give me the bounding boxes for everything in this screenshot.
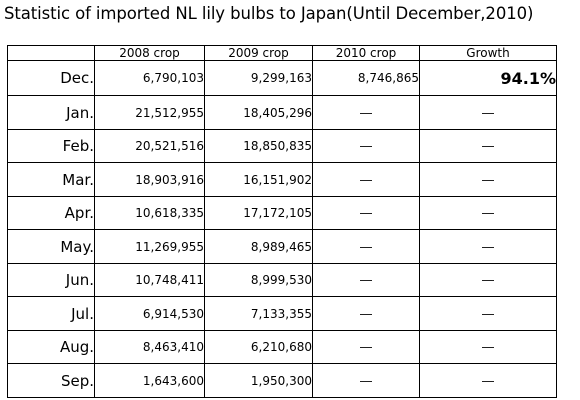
table-row: Apr. 10,618,335 17,172,105 ― ― [7, 195, 557, 231]
table-row: Aug. 8,463,410 6,210,680 ― ― [7, 329, 557, 365]
growth-cell: ― [419, 162, 557, 197]
month-cell: Jun. [7, 262, 95, 298]
value-cell-2009: 17,172,105 [204, 195, 313, 231]
value-cell-2009: 8,989,465 [204, 229, 313, 264]
value-cell-2010: ― [312, 195, 420, 231]
growth-cell: ― [419, 363, 557, 398]
value-cell-2010: ― [312, 329, 420, 365]
value-cell-2009: 1,950,300 [204, 363, 313, 398]
value-cell-2008: 20,521,516 [94, 128, 205, 164]
month-cell: Jul. [7, 296, 95, 331]
value-cell-2009: 18,405,296 [204, 95, 313, 130]
table-row: Feb. 20,521,516 18,850,835 ― ― [7, 128, 557, 164]
value-cell-2008: 11,269,955 [94, 229, 205, 264]
value-cell-2008: 1,643,600 [94, 363, 205, 398]
month-cell: Aug. [7, 329, 95, 365]
month-cell: Mar. [7, 162, 95, 197]
value-cell-2008: 6,790,103 [94, 59, 205, 97]
value-cell-2008: 8,463,410 [94, 329, 205, 365]
growth-cell: ― [419, 95, 557, 130]
growth-cell: 94.1% [419, 59, 557, 97]
table-row: Jun. 10,748,411 8,999,530 ― ― [7, 262, 557, 298]
value-cell-2010: 8,746,865 [312, 59, 420, 97]
header-cell-2009: 2009 crop [204, 45, 313, 61]
growth-cell: ― [419, 262, 557, 298]
value-cell-2008: 6,914,530 [94, 296, 205, 331]
value-cell-2009: 8,999,530 [204, 262, 313, 298]
value-cell-2009: 6,210,680 [204, 329, 313, 365]
table-row: Jul. 6,914,530 7,133,355 ― ― [7, 296, 557, 331]
page-title: Statistic of imported NL lily bulbs to J… [4, 4, 534, 23]
header-cell-2010: 2010 crop [312, 45, 420, 61]
growth-cell: ― [419, 229, 557, 264]
table-header-row: 2008 crop 2009 crop 2010 crop Growth [7, 45, 557, 61]
growth-cell: ― [419, 195, 557, 231]
value-cell-2010: ― [312, 363, 420, 398]
table-row: Sep. 1,643,600 1,950,300 ― ― [7, 363, 557, 398]
value-cell-2010: ― [312, 296, 420, 331]
month-cell: May. [7, 229, 95, 264]
value-cell-2008: 21,512,955 [94, 95, 205, 130]
import-statistics-table: 2008 crop 2009 crop 2010 crop Growth Dec… [7, 45, 557, 398]
growth-cell: ― [419, 128, 557, 164]
value-cell-2010: ― [312, 128, 420, 164]
value-cell-2010: ― [312, 262, 420, 298]
growth-cell: ― [419, 296, 557, 331]
value-cell-2009: 9,299,163 [204, 59, 313, 97]
value-cell-2010: ― [312, 162, 420, 197]
table-row: Jan. 21,512,955 18,405,296 ― ― [7, 95, 557, 130]
header-cell-growth: Growth [419, 45, 557, 61]
month-cell: Apr. [7, 195, 95, 231]
value-cell-2010: ― [312, 229, 420, 264]
header-cell-month [7, 45, 95, 61]
month-cell: Dec. [7, 59, 95, 97]
value-cell-2009: 7,133,355 [204, 296, 313, 331]
value-cell-2008: 18,903,916 [94, 162, 205, 197]
growth-cell: ― [419, 329, 557, 365]
month-cell: Feb. [7, 128, 95, 164]
table-body: Dec. 6,790,103 9,299,163 8,746,865 94.1% Jan.… [7, 59, 557, 398]
month-cell: Sep. [7, 363, 95, 398]
value-cell-2009: 16,151,902 [204, 162, 313, 197]
header-cell-2008: 2008 crop [94, 45, 205, 61]
table-row: May. 11,269,955 8,989,465 ― ― [7, 229, 557, 264]
value-cell-2008: 10,618,335 [94, 195, 205, 231]
month-cell: Jan. [7, 95, 95, 130]
value-cell-2009: 18,850,835 [204, 128, 313, 164]
table-row: Mar. 18,903,916 16,151,902 ― ― [7, 162, 557, 197]
value-cell-2010: ― [312, 95, 420, 130]
table-row: Dec. 6,790,103 9,299,163 8,746,865 94.1% [7, 59, 557, 97]
value-cell-2008: 10,748,411 [94, 262, 205, 298]
